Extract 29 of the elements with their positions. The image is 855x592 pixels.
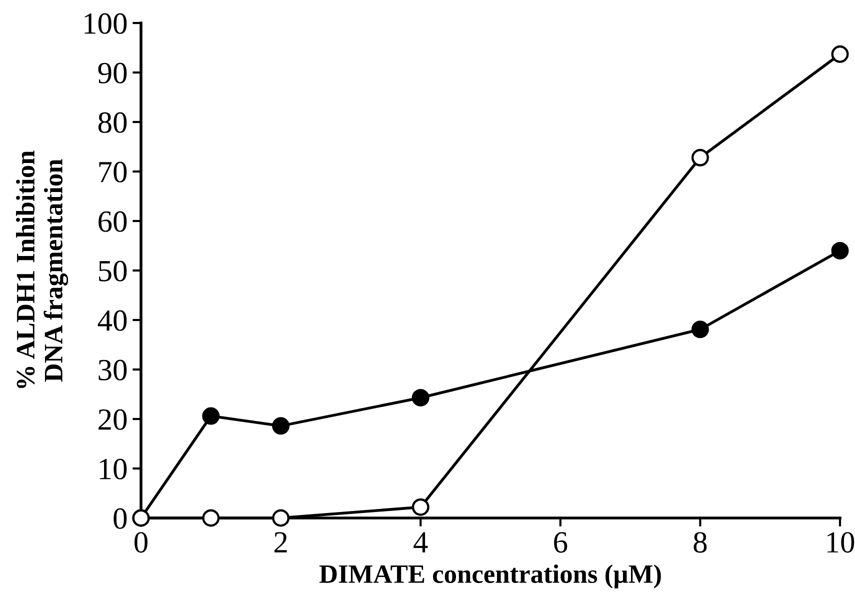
y-tick-label: 100 xyxy=(84,13,127,34)
point xyxy=(202,407,220,425)
point xyxy=(831,242,849,260)
y-tick-label: 40 xyxy=(98,310,127,331)
y-tick-label: 20 xyxy=(98,409,127,430)
point xyxy=(412,388,430,406)
y-tick-label: 70 xyxy=(99,162,127,182)
y-tick-label: 50 xyxy=(99,260,127,282)
point xyxy=(202,509,220,527)
point xyxy=(272,509,290,527)
y-axis-title: % ALDH1 Inhibition DNA fragmentation xyxy=(16,150,68,388)
x-tick-label: 4 xyxy=(414,532,428,552)
x-tick-label: 6 xyxy=(554,532,568,553)
y-tick-label: 30 xyxy=(98,360,127,380)
x-tick-label: 8 xyxy=(694,532,707,553)
y-tick-label: 80 xyxy=(98,112,127,133)
y-tick-label: 60 xyxy=(98,211,127,232)
x-tick-label: 10 xyxy=(827,532,854,553)
x-tick-label: 2 xyxy=(274,532,287,552)
point xyxy=(272,417,290,435)
point xyxy=(691,148,709,166)
x-tick-label: 0 xyxy=(134,532,148,553)
point xyxy=(412,498,430,516)
y-tick-label: 10 xyxy=(100,458,127,480)
x-axis-title: DIMATE concentrations (µM) xyxy=(319,564,661,588)
point xyxy=(691,320,709,338)
y-tick-label: 90 xyxy=(98,62,127,84)
point xyxy=(831,45,849,63)
y-tick-label: 0 xyxy=(114,508,127,529)
